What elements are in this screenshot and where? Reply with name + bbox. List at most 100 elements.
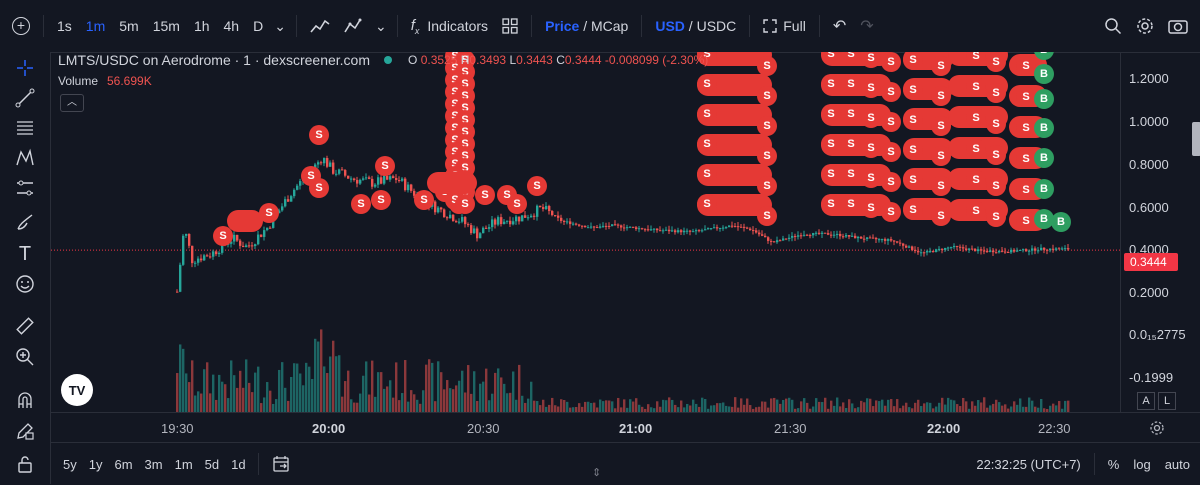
sell-marker[interactable]: S — [966, 139, 986, 159]
sell-marker[interactable]: S — [986, 207, 1006, 227]
buy-marker[interactable]: B — [1034, 52, 1054, 60]
sell-marker[interactable]: S — [757, 146, 777, 166]
log-button[interactable]: log — [1126, 443, 1157, 485]
sell-marker[interactable]: S — [697, 104, 717, 124]
sell-marker[interactable]: S — [861, 52, 881, 68]
zoom-tool[interactable] — [13, 345, 37, 369]
fullscreen-button[interactable]: Full — [756, 0, 813, 52]
timeframe-5m[interactable]: 5m — [119, 18, 139, 34]
sell-marker[interactable]: S — [931, 206, 951, 226]
price-axis[interactable]: 1.2000 1.0000 0.8000 0.6000 0.4000 0.200… — [1120, 52, 1200, 412]
sell-marker[interactable]: S — [821, 52, 841, 64]
sell-marker[interactable]: S — [861, 108, 881, 128]
sell-marker[interactable]: S — [903, 52, 923, 70]
scrollbar[interactable] — [1192, 122, 1200, 156]
timeframe-4h[interactable]: 4h — [223, 18, 240, 34]
sell-marker[interactable]: S — [821, 194, 841, 214]
sell-marker[interactable]: S — [903, 80, 923, 100]
sell-marker[interactable]: S — [903, 170, 923, 190]
text-tool[interactable]: T — [13, 242, 37, 266]
sell-marker[interactable]: S — [881, 52, 901, 72]
sell-marker[interactable]: S — [213, 226, 233, 246]
sell-marker[interactable]: S — [881, 112, 901, 132]
range-5y[interactable]: 5y — [63, 456, 77, 472]
redo-button[interactable]: ↷ — [853, 0, 880, 52]
price-option[interactable]: Price — [545, 18, 580, 34]
usdc-option[interactable]: USDC — [696, 18, 737, 34]
sell-marker[interactable]: S — [861, 138, 881, 158]
collapse-legend-button[interactable]: ︿ — [60, 94, 84, 112]
indicators-button[interactable]: fx Indicators — [404, 0, 495, 52]
timeframe-1s[interactable]: 1s — [57, 18, 72, 34]
range-1y[interactable]: 1y — [88, 456, 103, 472]
pattern-tool[interactable] — [13, 146, 37, 170]
sell-marker[interactable]: S — [507, 194, 527, 214]
add-symbol-button[interactable]: + — [0, 0, 37, 52]
sell-marker[interactable]: S — [1016, 180, 1036, 200]
emoji-tool[interactable] — [13, 272, 37, 296]
sell-marker[interactable]: S — [841, 134, 861, 154]
buy-marker[interactable]: B — [1034, 179, 1054, 199]
sell-marker[interactable]: S — [881, 172, 901, 192]
resize-handle[interactable]: ⇕ — [592, 466, 601, 479]
price-mcap-toggle[interactable]: Price / MCap — [538, 0, 635, 52]
time-axis[interactable]: 19:30 20:00 20:30 21:00 21:30 22:00 22:3… — [51, 412, 1200, 443]
sell-marker[interactable]: S — [986, 52, 1006, 72]
sell-marker[interactable]: S — [697, 194, 717, 214]
timeframe-1m[interactable]: 1m — [85, 18, 106, 34]
candlestick-chart[interactable] — [51, 52, 1120, 412]
chart-type-button[interactable] — [303, 0, 337, 52]
sell-marker[interactable]: S — [986, 83, 1006, 103]
buy-marker[interactable]: B — [1034, 64, 1054, 84]
sell-marker[interactable]: S — [881, 142, 901, 162]
sell-marker[interactable]: S — [931, 86, 951, 106]
sell-marker[interactable]: S — [527, 176, 547, 196]
mcap-option[interactable]: MCap — [590, 18, 629, 34]
sell-marker[interactable]: S — [475, 185, 495, 205]
undo-button[interactable]: ↶ — [826, 0, 853, 52]
lock-drawings-tool[interactable] — [13, 419, 37, 443]
buy-marker[interactable]: B — [1034, 209, 1054, 229]
sell-marker[interactable]: S — [966, 170, 986, 190]
sell-marker[interactable]: S — [697, 134, 717, 154]
sell-marker[interactable]: S — [821, 74, 841, 94]
prediction-tool[interactable] — [13, 176, 37, 200]
sell-marker[interactable]: S — [351, 194, 371, 214]
sell-marker[interactable]: S — [841, 74, 861, 94]
sell-marker[interactable]: S — [697, 52, 717, 64]
sell-marker[interactable]: S — [1016, 87, 1036, 107]
sell-marker[interactable]: S — [1016, 56, 1036, 76]
sell-marker[interactable]: S — [821, 104, 841, 124]
range-5d[interactable]: 5d — [204, 456, 220, 472]
range-3m[interactable]: 3m — [144, 456, 163, 472]
sell-marker[interactable]: S — [931, 146, 951, 166]
sell-marker[interactable]: S — [757, 206, 777, 226]
measure-tool[interactable] — [13, 314, 37, 338]
sell-marker[interactable]: S — [986, 176, 1006, 196]
buy-marker[interactable]: B — [1034, 89, 1054, 109]
buy-marker[interactable]: B — [1051, 212, 1071, 232]
sell-marker[interactable]: S — [1016, 149, 1036, 169]
sell-marker[interactable]: S — [966, 108, 986, 128]
sell-marker[interactable]: S — [1016, 211, 1036, 231]
sell-marker[interactable]: S — [966, 201, 986, 221]
timeframe-D[interactable]: D — [253, 18, 264, 34]
fib-tool[interactable] — [13, 116, 37, 140]
sell-marker[interactable]: S — [1016, 118, 1036, 138]
sell-marker[interactable]: S — [931, 116, 951, 136]
sell-marker[interactable]: S — [309, 125, 329, 145]
sell-marker[interactable]: S — [841, 52, 861, 64]
sell-marker[interactable]: S — [371, 190, 391, 210]
sell-marker[interactable]: S — [841, 194, 861, 214]
range-6m[interactable]: 6m — [114, 456, 133, 472]
currency-toggle[interactable]: USD / USDC — [648, 0, 743, 52]
magnet-tool[interactable] — [13, 388, 37, 412]
range-1m[interactable]: 1m — [174, 456, 193, 472]
range-1d[interactable]: 1d — [231, 456, 246, 472]
sell-marker[interactable]: S — [301, 166, 321, 186]
sell-marker[interactable]: S — [966, 52, 986, 66]
percent-button[interactable]: % — [1101, 443, 1127, 485]
timeframe-dropdown[interactable]: ⌄ — [270, 0, 290, 52]
log-scale-button[interactable]: L — [1158, 392, 1176, 410]
